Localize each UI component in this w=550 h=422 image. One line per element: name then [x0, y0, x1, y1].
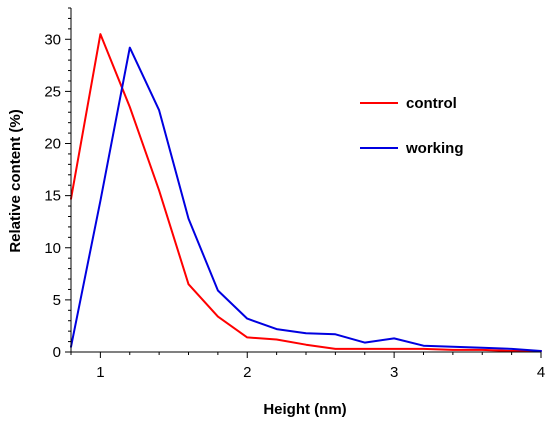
x-tick-label: 2 [243, 364, 251, 381]
series-line-control [70, 33, 542, 352]
x-tick-label: 3 [390, 364, 398, 381]
legend-label-control: control [406, 95, 457, 112]
legend: control working [360, 95, 464, 157]
x-tick-label: 4 [537, 364, 545, 381]
y-tick-label: 30 [44, 31, 61, 48]
y-tick-label: 5 [53, 292, 61, 309]
x-axis-title: Height (nm) [263, 401, 346, 418]
y-tick-label: 10 [44, 240, 61, 257]
y-tick-label: 15 [44, 188, 61, 205]
lines-layer [70, 33, 542, 352]
ticks-layer: 0 5 10 15 20 25 30 1 2 3 4 [44, 7, 545, 381]
y-tick-label: 25 [44, 83, 61, 100]
legend-label-working: working [405, 140, 464, 157]
y-tick-label: 20 [44, 136, 61, 153]
series-line-working [70, 46, 542, 352]
y-tick-label: 0 [53, 344, 61, 361]
y-axis-title: Relative content (%) [7, 109, 24, 252]
x-tick-label: 1 [96, 364, 104, 381]
